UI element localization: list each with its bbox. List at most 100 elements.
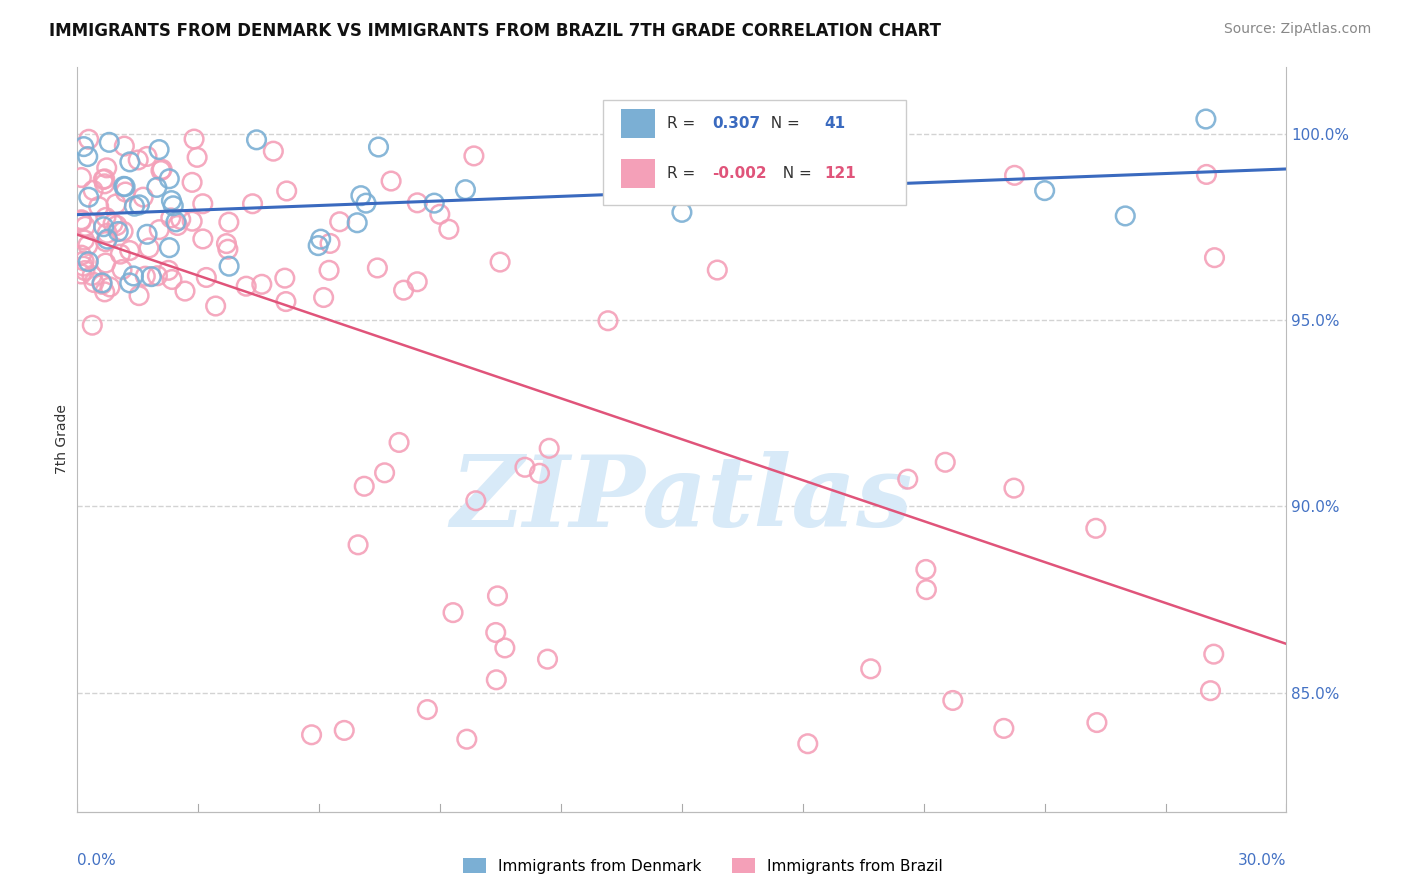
Point <box>217 242 239 256</box>
Point <box>191 196 214 211</box>
Point <box>309 232 332 246</box>
Point <box>1199 683 1222 698</box>
Point <box>538 442 561 456</box>
Point <box>170 212 193 227</box>
Point <box>380 174 402 188</box>
Point <box>146 180 169 194</box>
Point <box>915 562 938 576</box>
Point <box>114 179 136 194</box>
Point <box>1204 251 1226 265</box>
Point <box>1085 715 1108 730</box>
Point <box>942 693 965 707</box>
Point <box>464 493 486 508</box>
Text: -0.002: -0.002 <box>713 166 766 181</box>
Point <box>149 163 172 178</box>
Point <box>934 455 956 469</box>
Point <box>96 232 118 246</box>
Point <box>429 207 451 221</box>
Point <box>186 150 208 164</box>
Point <box>529 467 551 481</box>
Point <box>347 538 370 552</box>
Point <box>93 285 115 299</box>
Point <box>77 132 100 146</box>
Point <box>897 472 920 486</box>
Point <box>93 219 115 234</box>
Text: N =: N = <box>773 166 817 181</box>
Point <box>105 197 128 211</box>
Point <box>250 277 273 292</box>
Point <box>915 582 938 597</box>
Point <box>128 288 150 302</box>
Point <box>118 244 141 258</box>
Text: 0.307: 0.307 <box>713 116 761 131</box>
Point <box>122 268 145 283</box>
Point <box>706 263 728 277</box>
Point <box>329 215 352 229</box>
FancyBboxPatch shape <box>621 110 655 137</box>
Point <box>353 479 375 493</box>
Point <box>181 175 204 189</box>
Point <box>463 149 485 163</box>
FancyBboxPatch shape <box>621 160 655 187</box>
Point <box>73 233 96 247</box>
Point <box>70 170 93 185</box>
Point <box>437 222 460 236</box>
Point <box>485 673 508 687</box>
Point <box>204 299 226 313</box>
Text: Source: ZipAtlas.com: Source: ZipAtlas.com <box>1223 22 1371 37</box>
Point <box>82 268 104 283</box>
Point <box>136 149 159 163</box>
Point <box>441 606 464 620</box>
Text: R =: R = <box>668 166 700 181</box>
Point <box>218 215 240 229</box>
Point <box>111 262 134 277</box>
Point <box>98 280 121 294</box>
Point <box>174 284 197 298</box>
Point <box>1004 169 1026 183</box>
Point <box>166 219 188 233</box>
Point <box>366 260 388 275</box>
Point <box>333 723 356 738</box>
Point <box>134 269 156 284</box>
Point <box>423 196 446 211</box>
Point <box>150 162 173 177</box>
Point <box>307 238 329 252</box>
Point <box>118 154 141 169</box>
Point <box>690 169 713 183</box>
Point <box>513 460 536 475</box>
Point <box>128 198 150 212</box>
Point <box>367 140 389 154</box>
Point <box>138 241 160 255</box>
Point <box>318 263 340 277</box>
Point <box>93 172 115 186</box>
Point <box>77 190 100 204</box>
Point <box>94 256 117 270</box>
Point <box>183 132 205 146</box>
Point <box>792 185 814 199</box>
Point <box>96 161 118 175</box>
Point <box>215 236 238 251</box>
Text: R =: R = <box>668 116 700 131</box>
Point <box>1033 184 1056 198</box>
Point <box>195 270 218 285</box>
Point <box>146 268 169 283</box>
Point <box>75 219 97 234</box>
Point <box>160 272 183 286</box>
Text: 0.0%: 0.0% <box>77 853 117 868</box>
Point <box>1084 521 1107 535</box>
Text: IMMIGRANTS FROM DENMARK VS IMMIGRANTS FROM BRAZIL 7TH GRADE CORRELATION CHART: IMMIGRANTS FROM DENMARK VS IMMIGRANTS FR… <box>49 22 941 40</box>
Point <box>235 279 257 293</box>
Point <box>406 195 429 210</box>
Point <box>319 236 342 251</box>
Legend: Immigrants from Denmark, Immigrants from Brazil: Immigrants from Denmark, Immigrants from… <box>457 852 949 880</box>
Point <box>797 737 820 751</box>
Point <box>110 247 132 261</box>
Point <box>1002 481 1025 495</box>
Point <box>245 133 267 147</box>
Point <box>274 271 297 285</box>
Point <box>127 153 149 167</box>
Text: 30.0%: 30.0% <box>1239 853 1286 868</box>
Point <box>489 255 512 269</box>
Point <box>96 226 118 240</box>
Point <box>118 276 141 290</box>
